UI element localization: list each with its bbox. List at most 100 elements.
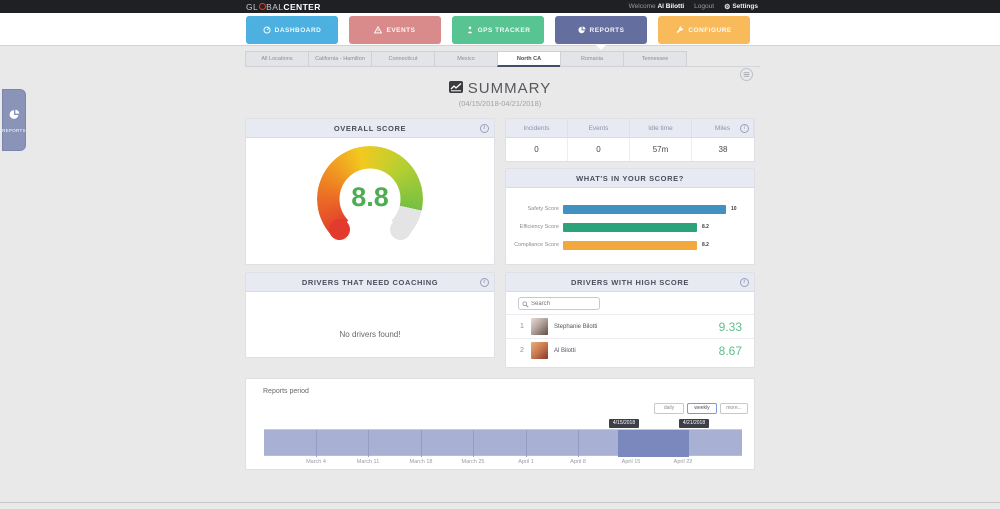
search-input[interactable] <box>531 300 595 307</box>
efficiency-score-value: 8.2 <box>702 224 709 230</box>
bar-label-compliance: Compliance Score <box>514 242 559 248</box>
page-title: SUMMARY <box>240 80 760 97</box>
logo-prefix: GL <box>246 1 259 12</box>
info-icon[interactable]: i <box>480 124 489 133</box>
pie-chart-icon <box>577 26 586 34</box>
nav-events-button[interactable]: EVENTS <box>349 16 441 44</box>
driver-row-2[interactable]: 2 Al Bilotti 8.67 <box>506 338 754 361</box>
date-range: (04/15/2018-04/21/2018) <box>458 99 542 108</box>
x-label: April 8 <box>570 459 586 465</box>
safety-score-bar <box>563 205 726 214</box>
info-icon[interactable]: i <box>740 278 749 287</box>
avatar <box>531 342 548 359</box>
side-handle-label: REPORTS <box>2 128 26 133</box>
tab-connecticut[interactable]: Connecticut <box>371 51 435 67</box>
stat-value-miles: 38 <box>718 145 728 154</box>
gauge-icon <box>263 26 271 34</box>
active-nav-caret <box>595 44 607 50</box>
high-score-header: DRIVERS WITH HIGH SCORE i <box>506 273 754 292</box>
settings-icon: ⚙ <box>724 3 731 11</box>
nav-dashboard-button[interactable]: DASHBOARD <box>246 16 338 44</box>
stat-value-events: 0 <box>568 138 630 161</box>
location-tabs: All Locations California - Hamilton Conn… <box>245 51 760 67</box>
driver-rank: 2 <box>520 347 524 354</box>
tab-mexico[interactable]: Mexico <box>434 51 498 67</box>
target-icon <box>258 3 266 10</box>
pie-chart-icon <box>9 107 20 125</box>
x-label: April 15 <box>621 459 641 465</box>
search-icon <box>522 295 529 313</box>
stat-value-incidents: 0 <box>506 138 568 161</box>
selected-range-handle[interactable] <box>618 430 689 457</box>
gauge-end-cap <box>390 219 411 240</box>
timeline-navigator[interactable]: 4/15/2018 4/21/2018 <box>264 419 742 457</box>
coaching-panel: DRIVERS THAT NEED COACHING i No drivers … <box>245 272 495 358</box>
driver-name: Al Bilotti <box>554 348 576 354</box>
stat-header-incidents: Incidents <box>506 119 568 137</box>
nav-reports-button[interactable]: REPORTS <box>555 16 647 44</box>
settings-link[interactable]: ⚙ Settings <box>724 3 758 11</box>
wrench-icon <box>676 26 684 34</box>
tab-tennessee[interactable]: Tennessee <box>623 51 687 67</box>
reports-period-title: Reports period <box>263 388 309 395</box>
safety-score-value: 10 <box>731 206 737 212</box>
empty-message: No drivers found! <box>339 330 401 339</box>
menu-icon[interactable] <box>740 68 753 81</box>
nav-gps-tracker-button[interactable]: GPS TRACKER <box>452 16 544 44</box>
efficiency-score-bar <box>563 223 697 232</box>
overall-score-header: OVERALL SCORE i <box>246 119 494 138</box>
stat-header-miles: Miles <box>692 119 754 137</box>
driver-row-1[interactable]: 1 Stephanie Bilotti 9.33 <box>506 314 754 337</box>
logout-link[interactable]: Logout <box>694 3 715 10</box>
logo-mid: BAL <box>266 1 284 12</box>
page-bottom-divider <box>0 502 1000 503</box>
logo: GL BAL CENTER <box>246 0 321 13</box>
daily-button[interactable]: daily <box>654 403 684 414</box>
stat-value-idle-time: 57m <box>630 138 692 161</box>
tab-north-ca[interactable]: North CA <box>497 51 561 67</box>
welcome-text: Welcome Al Bilotti <box>628 3 685 10</box>
stats-panel: Incidents Events Idle time Miles i 0 0 5… <box>505 118 755 162</box>
x-label: April 1 <box>518 459 534 465</box>
x-label: March 4 <box>306 459 326 465</box>
tab-all-locations[interactable]: All Locations <box>245 51 309 67</box>
avatar <box>531 318 548 335</box>
driver-rank: 1 <box>520 323 524 330</box>
stat-header-idle-time: Idle time <box>630 119 692 137</box>
search-box <box>518 297 600 310</box>
main-nav: DASHBOARD EVENTS GPS TRACKER REPORTS CON… <box>246 16 750 44</box>
overall-score-value: 8.8 <box>351 182 389 212</box>
score-breakdown-panel: WHAT'S IN YOUR SCORE? Safety Score 10 Ef… <box>505 168 755 265</box>
bar-label-safety: Safety Score <box>527 206 560 212</box>
info-icon[interactable]: i <box>740 124 749 133</box>
tab-california-hamilton[interactable]: California - Hamilton <box>308 51 372 67</box>
range-start-tooltip: 4/15/2018 <box>609 419 639 428</box>
tab-romania[interactable]: Romania <box>560 51 624 67</box>
topbar: GL BAL CENTER Welcome Al Bilotti Logout ⚙ S… <box>0 0 1000 13</box>
more-button[interactable]: more... <box>720 403 748 414</box>
person-icon <box>466 26 474 34</box>
logo-bold: CENTER <box>283 1 321 12</box>
score-breakdown-chart: Safety Score 10 Efficiency Score 8.2 Com… <box>506 188 754 264</box>
reports-period-panel: Reports period daily weekly more... 4/15… <box>245 378 755 470</box>
range-end-tooltip: 4/21/2018 <box>679 419 709 428</box>
stat-header-events: Events <box>568 119 630 137</box>
overall-score-gauge: 8.8 <box>317 146 423 252</box>
weekly-button[interactable]: weekly <box>687 403 717 414</box>
x-label: March 11 <box>356 459 380 465</box>
coaching-header: DRIVERS THAT NEED COACHING i <box>246 273 494 292</box>
high-score-panel: DRIVERS WITH HIGH SCORE i 1 Stephanie Bi… <box>505 272 755 368</box>
nav-configure-button[interactable]: CONFIGURE <box>658 16 750 44</box>
x-label: March 18 <box>409 459 433 465</box>
driver-score: 9.33 <box>718 320 742 334</box>
gauge-start-cap <box>329 219 350 240</box>
reports-side-handle[interactable]: REPORTS <box>2 89 26 151</box>
warning-icon <box>374 26 383 34</box>
compliance-score-bar <box>563 241 697 250</box>
chart-icon <box>448 80 463 97</box>
compliance-score-value: 8.2 <box>702 242 709 248</box>
user-name: Al Bilotti <box>657 3 685 10</box>
x-label: March 25 <box>461 459 485 465</box>
info-icon[interactable]: i <box>480 278 489 287</box>
